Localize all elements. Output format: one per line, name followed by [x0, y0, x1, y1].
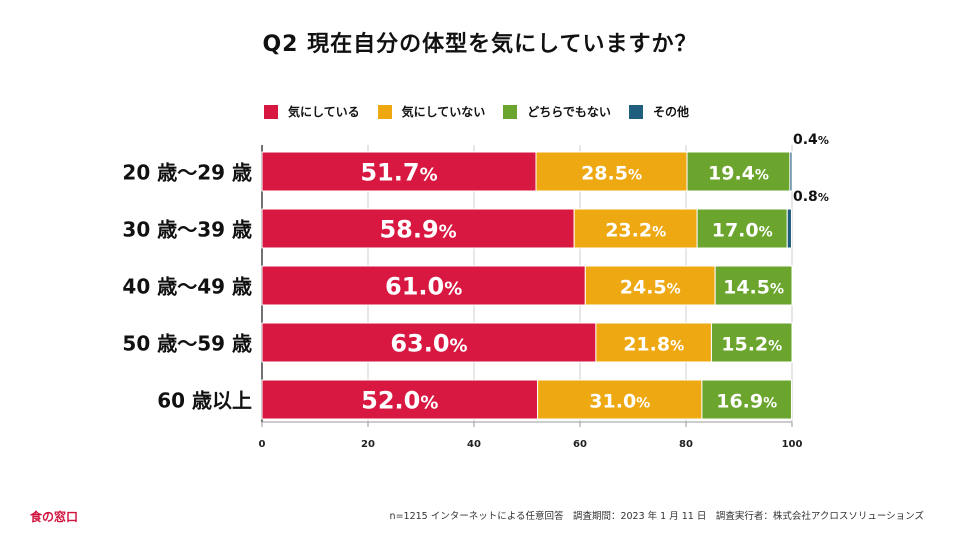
legend-swatch-3 [628, 104, 643, 119]
legend-item-2: どちらでもない [503, 103, 611, 120]
data-label-r2-s2: 14.5% [723, 277, 784, 299]
data-label-r1-s1: 23.2% [605, 220, 666, 242]
legend-swatch-1 [377, 104, 392, 119]
x-tick-label-100: 100 [782, 439, 803, 450]
legend-item-1: 気にしていない [377, 103, 486, 120]
legend-label-3: その他 [652, 105, 689, 119]
x-tick-label-80: 80 [679, 439, 693, 450]
data-label-r4-s0: 52.0% [361, 387, 438, 415]
source-note: n=1215 インターネットによる任意回答 調査期間：2023 年 1 月 11… [389, 511, 924, 522]
chart-title: Q2 現在自分の体型を気にしていますか？ [262, 32, 698, 57]
legend-label-2: どちらでもない [527, 105, 611, 119]
x-tick-label-20: 20 [361, 439, 375, 450]
category-label-2: 40 歳〜49 歳 [122, 275, 252, 299]
legend-swatch-2 [503, 104, 518, 119]
bar-segment-r4-s0 [261, 379, 539, 420]
legend: 気にしている 気にしていない どちらでもない その他 [264, 103, 689, 120]
bar-segment-r2-s1 [584, 265, 716, 306]
data-label-r3-s2: 15.2% [721, 334, 782, 356]
data-label-r0-s0: 51.7% [360, 159, 437, 187]
legend-label-1: 気にしていない [401, 105, 486, 119]
bar-segment-r0-s0 [261, 151, 537, 192]
bar-segment-r1-s2 [696, 208, 788, 249]
category-label-3: 50 歳〜59 歳 [122, 332, 252, 356]
data-label-r4-s1: 31.0% [589, 391, 650, 413]
data-label-r1-s2: 17.0% [712, 220, 773, 242]
bar-segment-r1-s3 [786, 208, 792, 249]
data-label-r0-s2: 19.4% [708, 163, 769, 185]
bar-segment-r4-s2 [701, 379, 792, 420]
data-label-r1-s3: 0.8% [793, 189, 829, 205]
bar-segment-r3-s0 [261, 322, 597, 363]
category-label-0: 20 歳〜29 歳 [122, 161, 252, 185]
bar-segment-r3-s1 [595, 322, 712, 363]
bar-segment-r0-s3 [789, 151, 793, 192]
data-label-r2-s1: 24.5% [620, 277, 681, 299]
data-label-r3-s1: 21.8% [623, 334, 684, 356]
bar-segment-r4-s1 [537, 379, 703, 420]
legend-item-3: その他 [628, 103, 689, 120]
brand-logo-text: 食の窓口 [30, 510, 79, 524]
bar-segment-r1-s0 [261, 208, 575, 249]
data-label-r0-s1: 28.5% [581, 163, 642, 185]
data-label-r3-s0: 63.0% [390, 330, 467, 358]
data-label-r1-s0: 58.9% [379, 216, 456, 244]
category-label-4: 60 歳以上 [157, 389, 252, 413]
bar-segment-r3-s2 [710, 322, 793, 363]
bar-segment-r2-s0 [261, 265, 586, 306]
data-label-r4-s2: 16.9% [716, 391, 777, 413]
legend-label-0: 気にしている [288, 105, 360, 119]
data-label-r0-s3: 0.4% [793, 132, 829, 148]
x-tick-label-0: 0 [259, 439, 266, 450]
data-label-r2-s0: 61.0% [385, 273, 462, 301]
bar-segment-r0-s1 [535, 151, 688, 192]
category-label-1: 30 歳〜39 歳 [122, 218, 252, 242]
legend-item-0: 気にしている [264, 103, 360, 120]
x-tick-label-40: 40 [467, 439, 481, 450]
legend-swatch-0 [264, 104, 278, 119]
bar-segment-r1-s1 [573, 208, 698, 249]
x-tick-label-60: 60 [573, 439, 587, 450]
bar-segment-r2-s2 [714, 265, 793, 306]
